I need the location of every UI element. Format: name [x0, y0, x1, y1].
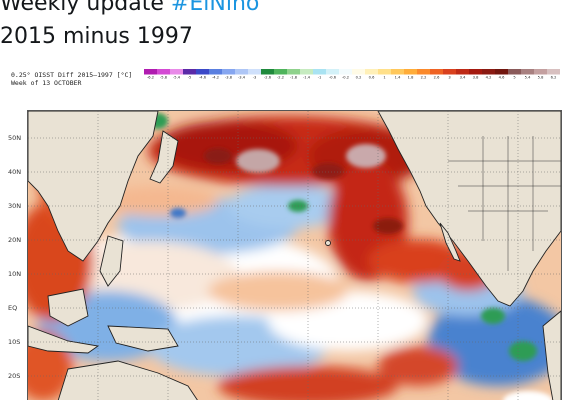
colorbar-swatch: [248, 69, 262, 75]
colorbar-tick-label: 1: [383, 76, 385, 79]
colorbar-swatch: [274, 69, 288, 75]
graticule: [28, 111, 561, 400]
philippines: [99, 235, 124, 287]
colorbar-swatch: [235, 69, 249, 75]
colorbar-tick-label: -5.8: [160, 76, 168, 79]
hawaii: [325, 240, 331, 246]
colorbar-swatch: [495, 69, 509, 75]
tweet-text-line-1: Weekly update #ElNino: [0, 0, 259, 16]
sumatra-java: [28, 325, 100, 354]
sst-anomaly-map-image[interactable]: 0.25° OISST Diff 2015–1997 [°C] Week of …: [0, 63, 576, 400]
colorbar-swatch: [209, 69, 223, 75]
colorbar-swatch: [508, 69, 522, 75]
anomaly-details: [148, 113, 553, 400]
new-guinea: [107, 325, 179, 352]
elnino-hashtag-link[interactable]: #ElNino: [170, 0, 260, 16]
colorbar-swatch: [183, 69, 197, 75]
colorbar-tick-label: 5.8: [538, 76, 544, 79]
colorbar-swatch: [313, 69, 327, 75]
colorbar-tick-label: 1.8: [408, 76, 414, 79]
colorbar-tick-label: -3: [253, 76, 257, 79]
colorbar-tick-label: -2.2: [277, 76, 284, 79]
figure-title: 0.25° OISST Diff 2015–1997 [°C]: [11, 71, 133, 79]
us-state-lines: [448, 136, 561, 271]
colorbar-swatch: [469, 69, 483, 75]
colorbar-swatch: [378, 69, 392, 75]
lat-label-20n: 20N: [8, 236, 22, 244]
colorbar-swatch: [170, 69, 184, 75]
colorbar-swatch: [404, 69, 418, 75]
lat-label-eq: EQ: [8, 304, 18, 312]
colorbar-swatches: [144, 69, 560, 75]
colorbar-tick-label: -1: [318, 76, 322, 79]
land-masses: [28, 111, 561, 400]
lat-label-40n: 40N: [8, 168, 22, 176]
colorbar-tick-label: -5: [188, 76, 192, 79]
borneo: [47, 288, 89, 327]
colorbar-swatch: [287, 69, 301, 75]
colorbar-swatch: [196, 69, 210, 75]
colorbar-swatch: [326, 69, 340, 75]
colorbar-tick-label: 1.4: [395, 76, 401, 79]
map-panel: [27, 110, 562, 400]
colorbar-swatch: [157, 69, 171, 75]
colorbar-swatch: [352, 69, 366, 75]
colorbar-tick-label: 5: [513, 76, 515, 79]
colorbar-swatch: [365, 69, 379, 75]
colorbar-tick-label: -1.4: [303, 76, 311, 79]
south-america: [542, 310, 561, 400]
colorbar-tick-label: 0.2: [356, 76, 362, 79]
colorbar-tick-label: -5.4: [173, 76, 181, 79]
lat-label-10s: 10S: [8, 338, 21, 346]
colorbar-tick-label: 2.2: [421, 76, 427, 79]
colorbar-tick-label: -0.2: [342, 76, 349, 79]
colorbar-swatch: [144, 69, 158, 75]
colorbar-tick-label: 3.8: [473, 76, 479, 79]
colorbar-swatch: [417, 69, 431, 75]
colorbar-swatch: [300, 69, 314, 75]
colorbar-swatch: [443, 69, 457, 75]
colorbar-swatch: [534, 69, 548, 75]
colorbar-tick-label: -0.6: [329, 76, 337, 79]
colorbar-swatch: [456, 69, 470, 75]
colorbar-swatch: [222, 69, 236, 75]
colorbar: -6.2 -5.8 -5.4 -5 -4.6 -4.2 -3.8 -3.4 -3 -2.6 -2.2…: [144, 69, 560, 79]
australia: [57, 360, 198, 400]
colorbar-tick-label: 0.6: [369, 76, 375, 79]
lat-label-20s: 20S: [8, 372, 21, 380]
lat-label-10n: 10N: [8, 270, 22, 278]
tweet-text-line-2: 2015 minus 1997: [0, 24, 193, 49]
colorbar-tick-label: -1.8: [290, 76, 298, 79]
lat-label-50n: 50N: [8, 134, 22, 142]
colorbar-tick-label: -4.6: [199, 76, 207, 79]
colorbar-tick-label: -3.4: [238, 76, 246, 79]
colorbar-tick-label: -3.8: [225, 76, 233, 79]
tweet-text: Weekly update: [0, 0, 171, 16]
colorbar-swatch: [430, 69, 444, 75]
japan: [149, 130, 179, 184]
colorbar-tick-label: -2.6: [264, 76, 272, 79]
colorbar-tick-label: 3.4: [460, 76, 466, 79]
colorbar-tick-label: 3: [448, 76, 450, 79]
colorbar-swatch: [339, 69, 353, 75]
north-america: [377, 111, 561, 307]
figure-subtitle: Week of 13 OCTOBER: [11, 79, 82, 87]
colorbar-swatch: [547, 69, 560, 75]
colorbar-tick-label: 4.2: [486, 76, 492, 79]
baja-california: [439, 222, 461, 262]
colorbar-swatch: [482, 69, 496, 75]
colorbar-tick-label: 2.6: [434, 76, 440, 79]
colorbar-tick-label: -4.2: [212, 76, 219, 79]
colorbar-tick-label: 4.6: [499, 76, 505, 79]
colorbar-swatch: [391, 69, 405, 75]
colorbar-tick-label: 5.4: [525, 76, 531, 79]
colorbar-swatch: [261, 69, 275, 75]
lat-label-30n: 30N: [8, 202, 22, 210]
colorbar-tick-label: 6.2: [551, 76, 557, 79]
colorbar-labels: -6.2 -5.8 -5.4 -5 -4.6 -4.2 -3.8 -3.4 -3 -2.6 -2.2…: [147, 76, 556, 79]
map-svg: [28, 111, 561, 400]
colorbar-swatch: [521, 69, 535, 75]
colorbar-tick-label: -6.2: [147, 76, 154, 79]
